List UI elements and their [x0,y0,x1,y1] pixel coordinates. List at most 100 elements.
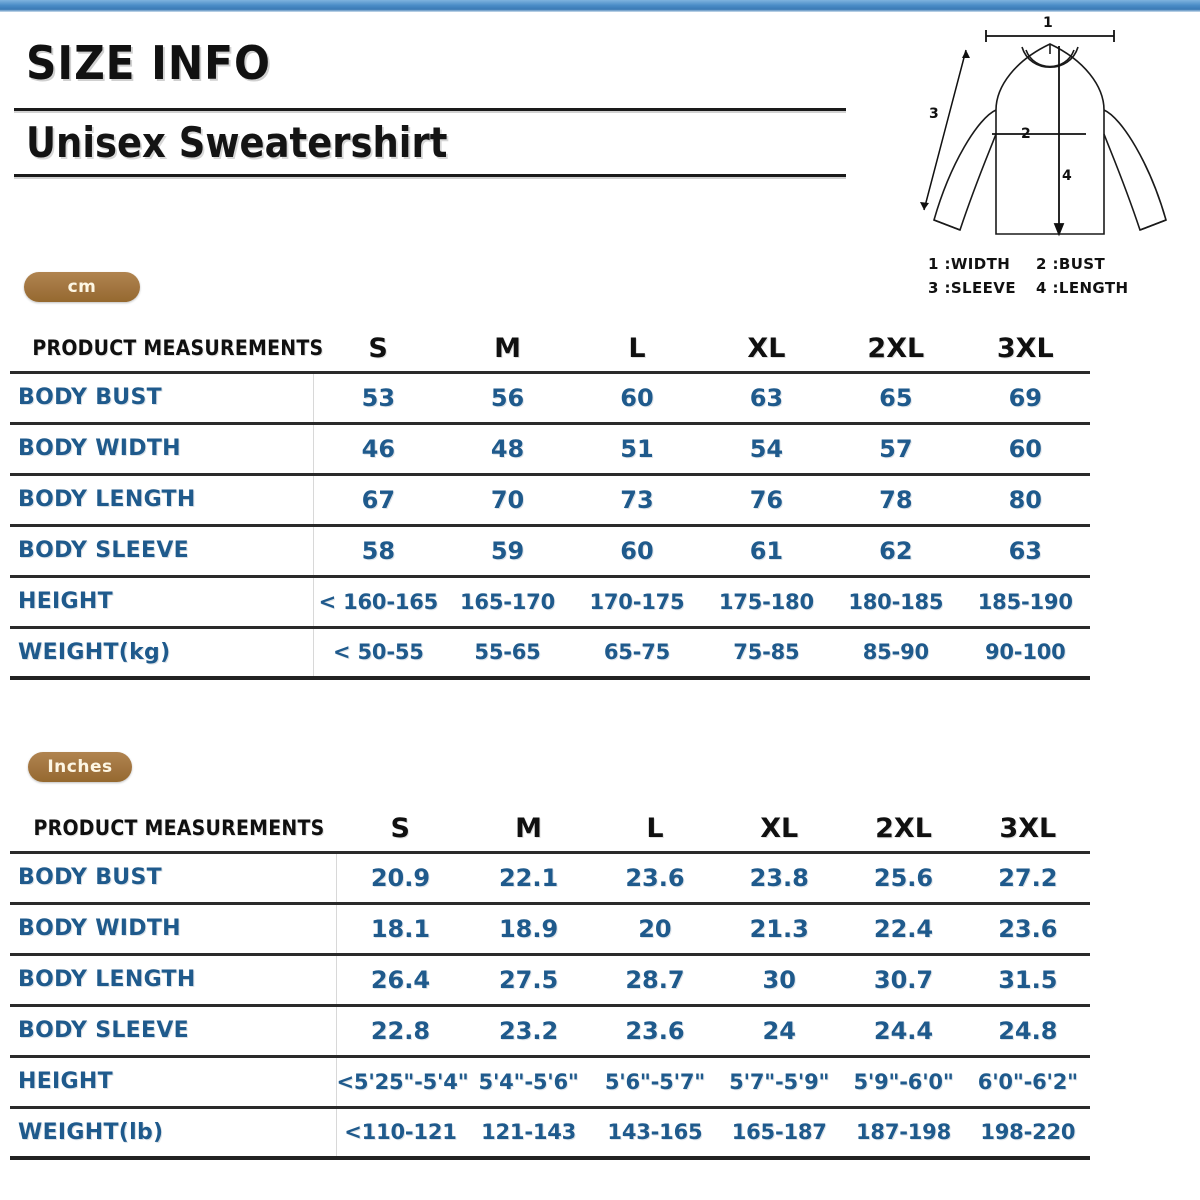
cell-l: 5'6"-5'7" [592,1054,718,1107]
cell-xl: 30 [717,952,842,1005]
cell-2xl: 25.6 [841,850,966,903]
cell-xl: 5'7"-5'9" [717,1054,842,1107]
row-label: WEIGHT(lb) [10,1105,337,1160]
cell-m: 27.5 [464,952,593,1005]
cell-m: 121-143 [464,1105,593,1160]
cell-l: 143-165 [592,1105,718,1160]
cell-3xl: 63 [960,523,1090,576]
cell-l: 51 [572,421,702,474]
cell-3xl: 27.2 [965,850,1090,903]
table-header-row: PRODUCT MEASUREMENTS S M L XL 2XL 3XL [10,326,1090,372]
cell-s: < 160-165 [313,574,443,627]
cell-xl: 75-85 [701,625,832,680]
cell-s: <110-121 [336,1105,465,1160]
row-label: BODY WIDTH [10,421,314,474]
cell-m: 70 [442,472,573,525]
diagram-legend: 1 :WIDTH 2 :BUST 3 :SLEEVE 4 :LENGTH [928,252,1188,300]
cell-m: 5'4"-5'6" [464,1054,593,1107]
size-table-inches: PRODUCT MEASUREMENTS S M L XL 2XL 3XL BO… [10,806,1090,1160]
cell-l: 60 [572,370,702,423]
column-header-m: M [494,332,521,364]
cell-l: 23.6 [592,850,718,903]
table-row: BODY WIDTH 18.1 18.9 20 21.3 22.4 23.6 [10,901,1090,954]
cell-xl: 23.8 [717,850,842,903]
cell-m: 23.2 [464,1003,593,1056]
column-header-xl: XL [747,332,786,364]
sweatshirt-diagram-icon: 1 2 3 4 [900,14,1190,314]
table-row: BODY SLEEVE 22.8 23.2 23.6 24 24.4 24.8 [10,1003,1090,1056]
title-divider-top [14,108,846,111]
cell-2xl: 65 [831,370,961,423]
cell-m: 22.1 [464,850,593,903]
cell-xl: 24 [717,1003,842,1056]
cell-m: 18.9 [464,901,593,954]
cell-xl: 76 [701,472,832,525]
svg-text:4: 4 [1062,168,1072,184]
column-header-3xl: 3XL [999,812,1057,844]
table-row: BODY SLEEVE 58 59 60 61 62 63 [10,523,1090,576]
page-title: SIZE INFO [26,36,271,90]
cell-2xl: 30.7 [841,952,966,1005]
cell-2xl: 85-90 [831,625,961,680]
cell-m: 56 [442,370,573,423]
product-subtitle: Unisex Sweatershirt [26,118,448,167]
row-label: BODY SLEEVE [10,523,314,576]
table-row: BODY LENGTH 67 70 73 76 78 80 [10,472,1090,525]
cell-2xl: 22.4 [841,901,966,954]
cell-s: 18.1 [336,901,465,954]
cell-3xl: 90-100 [960,625,1090,680]
svg-text:3: 3 [929,106,939,122]
cell-2xl: 180-185 [831,574,961,627]
cell-s: 20.9 [336,850,465,903]
cell-3xl: 69 [960,370,1090,423]
cell-xl: 21.3 [717,901,842,954]
cell-l: 170-175 [572,574,702,627]
unit-badge-inches: Inches [28,752,132,782]
cell-s: 58 [313,523,443,576]
table-row: HEIGHT <5'25"-5'4" 5'4"-5'6" 5'6"-5'7" 5'7"-… [10,1054,1090,1107]
cell-m: 165-170 [442,574,573,627]
cell-3xl: 185-190 [960,574,1090,627]
table-header-row: PRODUCT MEASUREMENTS S M L XL 2XL 3XL [10,806,1090,852]
row-label: BODY BUST [10,370,314,423]
table-row: BODY BUST 20.9 22.1 23.6 23.8 25.6 27.2 [10,850,1090,903]
unit-badge-cm: cm [24,272,140,302]
cell-2xl: 187-198 [841,1105,966,1160]
column-header-l: L [646,812,664,844]
cell-3xl: 23.6 [965,901,1090,954]
cell-3xl: 198-220 [965,1105,1090,1160]
cell-m: 48 [442,421,573,474]
column-header-l: L [628,332,646,364]
cell-2xl: 5'9"-6'0" [841,1054,966,1107]
cell-3xl: 6'0"-6'2" [965,1054,1090,1107]
column-header-m: M [515,812,543,844]
cell-3xl: 31.5 [965,952,1090,1005]
row-label: BODY WIDTH [10,901,337,954]
row-label: WEIGHT(kg) [10,625,314,680]
column-header-2xl: 2XL [867,332,925,364]
column-header-measurement: PRODUCT MEASUREMENTS [33,816,325,841]
row-label: BODY BUST [10,850,337,903]
cell-xl: 54 [701,421,832,474]
table-row: BODY BUST 53 56 60 63 65 69 [10,370,1090,423]
cell-3xl: 60 [960,421,1090,474]
cell-2xl: 24.4 [841,1003,966,1056]
legend-sleeve: 3 :SLEEVE [928,279,1016,297]
row-label: BODY SLEEVE [10,1003,337,1056]
cell-s: 53 [313,370,443,423]
cell-l: 23.6 [592,1003,718,1056]
row-label: BODY LENGTH [10,952,337,1005]
table-row: WEIGHT(lb) <110-121 121-143 143-165 165-187 1… [10,1105,1090,1160]
cell-xl: 175-180 [701,574,832,627]
column-header-xl: XL [760,812,799,844]
cell-xl: 165-187 [717,1105,842,1160]
cell-s: <5'25"-5'4" [336,1054,469,1107]
cell-m: 55-65 [442,625,573,680]
size-table-cm: PRODUCT MEASUREMENTS S M L XL 2XL 3XL BO… [10,326,1090,680]
cell-l: 28.7 [592,952,718,1005]
table-row: HEIGHT < 160-165 165-170 170-175 175-180 180-… [10,574,1090,627]
cell-s: 67 [313,472,443,525]
svg-text:1: 1 [1043,15,1053,31]
title-divider-bottom [14,174,846,177]
legend-bust: 2 :BUST [1036,255,1106,273]
